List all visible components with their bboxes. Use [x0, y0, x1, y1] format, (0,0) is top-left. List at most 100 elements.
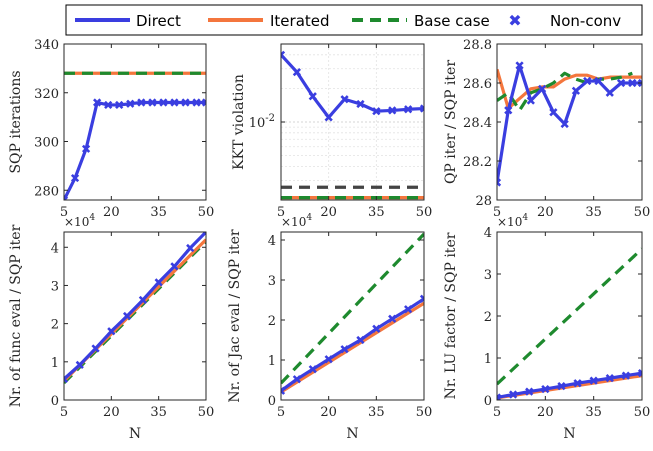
nonconv-marker — [122, 311, 132, 321]
marker-stroke — [292, 67, 302, 77]
y-tick-label: 320 — [34, 87, 59, 102]
y-exponent-label: ×104 — [64, 213, 95, 229]
series-line-direct — [64, 232, 206, 381]
series-line-base-case — [497, 247, 642, 386]
nonconv-marker — [115, 100, 124, 110]
y-tick-exponent: -2 — [265, 113, 275, 124]
legend-direct-label: Direct — [136, 12, 181, 30]
nonconv-marker — [324, 113, 333, 122]
marker-stroke — [104, 100, 113, 110]
chart-panel-3: 5 20 35 50 28 28.2 28.4 28.6 28.8 QP iter / SQP i… — [443, 38, 650, 220]
marker-stroke — [388, 314, 397, 323]
nonconv-marker — [589, 376, 598, 385]
nonconv-marker — [308, 92, 317, 101]
y-tick-label: 4 — [51, 241, 59, 256]
nonconv-marker — [605, 88, 614, 97]
nonconv-marker — [292, 375, 302, 384]
marker-stroke — [324, 355, 333, 364]
marker-stroke — [403, 105, 413, 114]
plot-area — [281, 50, 424, 200]
marker-stroke — [137, 98, 146, 107]
series-line-direct — [281, 297, 424, 393]
x-tick-label: 50 — [198, 205, 215, 220]
nonconv-marker — [70, 173, 80, 183]
nonconv-marker — [201, 98, 206, 107]
legend: Direct Iterated Base case ✖ Non-conv — [65, 4, 643, 36]
nonconv-marker — [340, 95, 349, 104]
y-axis-label: Nr. LU factor / SQP iter — [443, 232, 459, 399]
axes-frame — [63, 231, 207, 401]
series-line-direct — [64, 100, 206, 200]
nonconv-marker — [356, 335, 365, 345]
marker-stroke — [324, 113, 333, 122]
x-tick-label: 50 — [634, 405, 651, 420]
y-tick-label: 2 — [51, 318, 59, 333]
nonconv-marker — [308, 365, 317, 374]
nonconv-marker — [372, 107, 381, 116]
marker-stroke — [201, 232, 206, 237]
marker-stroke — [388, 106, 397, 115]
marker-stroke — [508, 390, 518, 399]
marker-stroke — [628, 78, 637, 88]
nonconv-marker — [170, 262, 179, 271]
nonconv-marker — [159, 98, 168, 107]
nonconv-marker — [356, 99, 365, 109]
nonconv-marker — [64, 195, 69, 200]
marker-stroke — [403, 305, 413, 314]
x-tick-label: 35 — [150, 405, 167, 420]
nonconv-marker — [93, 98, 102, 107]
plot-area — [64, 232, 206, 384]
y-tick-label: 340 — [34, 38, 59, 53]
y-tick-label: 1 — [268, 354, 276, 369]
y-tick-label: 280 — [34, 184, 59, 199]
marker-stroke — [594, 76, 603, 86]
series-line-direct — [281, 53, 424, 119]
marker-stroke — [637, 81, 642, 88]
nonconv-marker — [388, 314, 397, 323]
marker-stroke — [126, 99, 135, 108]
y-tick-label: 4 — [484, 226, 492, 241]
x-tick-label: 35 — [368, 405, 385, 420]
plot-area — [64, 71, 206, 200]
nonconv-marker — [75, 360, 84, 369]
nonconv-marker — [138, 295, 148, 305]
marker-stroke — [292, 375, 302, 384]
marker-stroke — [91, 344, 100, 353]
series-line-iterated — [281, 301, 424, 394]
y-tick-label: 28.4 — [463, 116, 492, 131]
marker-stroke — [621, 371, 631, 380]
marker-stroke — [138, 295, 148, 305]
marker-stroke — [154, 278, 163, 287]
marker-stroke — [340, 345, 349, 354]
marker-stroke — [170, 98, 179, 107]
nonconv-marker — [181, 98, 190, 107]
marker-stroke — [159, 98, 168, 107]
marker-stroke — [419, 294, 424, 301]
nonconv-marker — [81, 144, 91, 153]
marker-stroke — [122, 311, 132, 321]
nonconv-marker — [403, 305, 413, 314]
marker-stroke — [107, 327, 116, 336]
nonconv-marker — [637, 78, 642, 88]
marker-stroke — [356, 99, 365, 109]
x-tick-label: 50 — [416, 205, 433, 220]
marker-stroke — [281, 388, 286, 395]
nonconv-marker — [91, 344, 100, 353]
axes-frame — [280, 231, 425, 401]
marker-stroke — [340, 95, 349, 104]
marker-stroke — [526, 96, 535, 105]
marker-stroke — [181, 98, 190, 107]
nonconv-marker — [515, 61, 524, 70]
marker-stroke — [637, 78, 642, 85]
nonconv-marker — [186, 243, 195, 253]
x-tick-label: 35 — [585, 205, 602, 220]
marker-stroke — [308, 365, 317, 374]
x-tick-label: 20 — [537, 405, 554, 420]
marker-stroke — [93, 98, 102, 107]
y-axis-label: QP iter / SQP iter — [443, 60, 459, 184]
marker-stroke — [372, 324, 381, 333]
nonconv-marker — [388, 106, 397, 115]
marker-stroke — [64, 195, 69, 200]
marker-stroke — [192, 98, 201, 107]
